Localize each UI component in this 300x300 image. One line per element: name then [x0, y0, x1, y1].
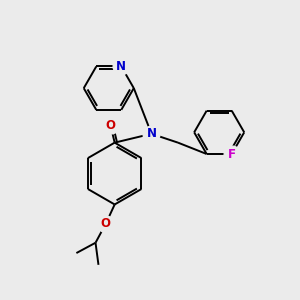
Text: O: O	[101, 217, 111, 230]
Text: F: F	[228, 148, 236, 160]
Text: N: N	[146, 127, 157, 140]
Text: O: O	[106, 119, 116, 132]
Text: N: N	[116, 60, 126, 73]
